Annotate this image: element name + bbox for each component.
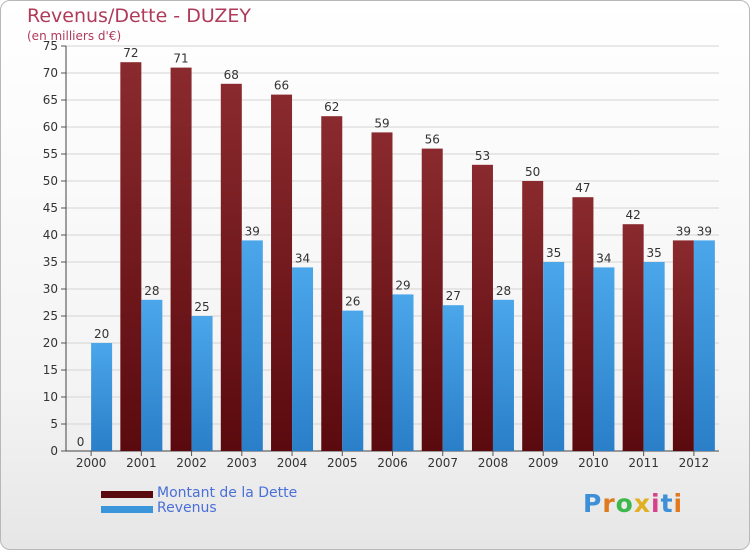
x-tick-label: 2007: [427, 456, 458, 470]
logo-letter: o: [615, 489, 634, 518]
bar-debt: [220, 83, 242, 452]
data-label-revenus: 34: [295, 251, 310, 265]
x-tick-label: 2011: [628, 456, 659, 470]
y-tick-label: 25: [43, 309, 58, 323]
logo-letter: P: [583, 489, 603, 518]
data-label-debt: 56: [425, 133, 440, 147]
logo-letter: i: [673, 489, 684, 518]
logo-letter: t: [660, 489, 674, 518]
bar-debt: [170, 67, 192, 451]
bar-debt: [421, 148, 443, 451]
data-label-revenus: 35: [546, 246, 561, 260]
bar-debt: [522, 181, 544, 451]
data-label-revenus: 39: [697, 224, 712, 238]
bar-debt: [321, 116, 343, 451]
y-tick-label: 30: [43, 282, 58, 296]
y-tick-label: 55: [43, 147, 58, 161]
x-tick-label: 2006: [377, 456, 408, 470]
x-tick-label: 2003: [227, 456, 258, 470]
y-tick-label: 50: [43, 174, 58, 188]
data-label-debt: 59: [374, 116, 389, 130]
data-label-revenus: 25: [194, 300, 209, 314]
bar-debt: [672, 240, 694, 451]
x-tick-label: 2012: [679, 456, 710, 470]
data-label-revenus: 28: [144, 284, 159, 298]
data-label-revenus: 29: [395, 278, 410, 292]
y-tick-label: 5: [50, 417, 58, 431]
data-label-revenus: 20: [94, 327, 109, 341]
data-label-debt: 66: [274, 79, 289, 93]
data-label-debt: 62: [324, 100, 339, 114]
x-tick-label: 2004: [277, 456, 308, 470]
chart-title: Revenus/Dette - DUZEY: [27, 5, 252, 27]
data-label-revenus: 34: [596, 251, 611, 265]
data-label-debt: 53: [475, 149, 490, 163]
data-label-revenus: 28: [496, 284, 511, 298]
bar-revenus: [241, 240, 263, 451]
bar-revenus: [292, 267, 314, 451]
x-tick-label: 2009: [528, 456, 559, 470]
bar-revenus: [643, 262, 665, 451]
y-tick-label: 35: [43, 255, 58, 269]
bar-revenus: [593, 267, 615, 451]
bar-debt: [371, 132, 393, 451]
proxiti-logo: Proxiti: [583, 489, 683, 518]
y-tick-label: 15: [43, 363, 58, 377]
y-tick-label: 20: [43, 336, 58, 350]
bar-revenus: [392, 294, 414, 451]
x-tick-label: 2002: [176, 456, 207, 470]
x-tick-label: 2008: [478, 456, 509, 470]
y-tick-label: 70: [43, 66, 58, 80]
bar-revenus: [141, 299, 163, 451]
data-label-revenus: 27: [446, 289, 461, 303]
data-label-debt: 71: [173, 52, 188, 66]
y-tick-label: 0: [50, 444, 58, 458]
bar-revenus: [543, 262, 565, 451]
legend-swatch-debt: [101, 491, 153, 498]
data-label-debt: 68: [224, 68, 239, 82]
y-tick-label: 40: [43, 228, 58, 242]
bar-revenus: [191, 316, 213, 451]
data-label-debt: 50: [525, 165, 540, 179]
bar-debt: [471, 164, 493, 452]
x-tick-label: 2001: [126, 456, 157, 470]
bar-revenus: [342, 310, 364, 451]
y-tick-label: 10: [43, 390, 58, 404]
y-tick-label: 65: [43, 93, 58, 107]
y-tick-label: 75: [43, 39, 58, 53]
legend-swatch-revenus: [101, 506, 153, 513]
legend-label-debt: Montant de la Dette: [157, 485, 298, 501]
bar-debt: [572, 197, 594, 451]
x-tick-label: 2010: [578, 456, 609, 470]
data-label-revenus: 39: [245, 224, 260, 238]
data-label-revenus: 35: [647, 246, 662, 260]
logo-letter: r: [602, 489, 616, 518]
data-label-debt: 39: [676, 224, 691, 238]
y-tick-label: 60: [43, 120, 58, 134]
legend-label-revenus: Revenus: [157, 500, 217, 516]
bar-revenus: [693, 240, 715, 451]
data-label-debt: 72: [123, 46, 138, 60]
data-label-debt: 0: [77, 435, 85, 449]
data-label-debt: 42: [626, 208, 641, 222]
logo-letter: x: [633, 489, 651, 518]
bar-revenus: [442, 305, 464, 451]
data-label-debt: 47: [575, 181, 590, 195]
y-tick-label: 45: [43, 201, 58, 215]
x-tick-label: 2000: [76, 456, 107, 470]
bar-revenus: [91, 343, 113, 451]
chart-subtitle: (en milliers d'€): [27, 29, 122, 43]
data-label-revenus: 26: [345, 295, 360, 309]
bar-debt: [120, 62, 142, 451]
logo-letter: i: [651, 489, 661, 518]
bar-debt: [622, 224, 644, 451]
bar-revenus: [492, 299, 514, 451]
bar-debt: [271, 94, 293, 451]
x-tick-label: 2005: [327, 456, 358, 470]
